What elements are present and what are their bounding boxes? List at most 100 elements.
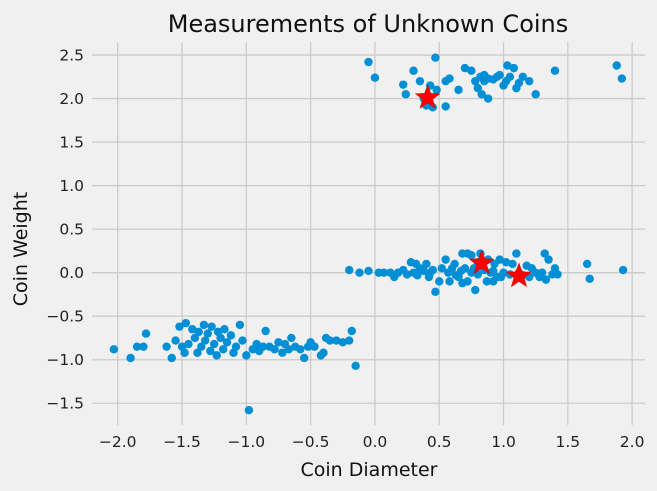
- x-axis-label: Coin Diameter: [301, 459, 438, 481]
- y-tick-label: −1.0: [46, 351, 84, 369]
- data-point: [332, 336, 341, 345]
- data-point: [132, 342, 142, 351]
- data-point: [319, 348, 328, 357]
- data-point: [203, 329, 212, 338]
- data-point: [509, 63, 519, 73]
- data-point: [167, 353, 176, 363]
- data-point: [370, 73, 380, 82]
- chart-title: Measurements of Unknown Coins: [168, 10, 569, 38]
- data-point: [431, 53, 440, 62]
- data-point: [207, 322, 216, 331]
- data-point: [460, 264, 470, 273]
- data-point: [399, 80, 408, 89]
- data-point: [218, 345, 228, 354]
- data-point: [437, 264, 447, 273]
- data-point: [541, 275, 551, 284]
- x-tick-label: −1.0: [228, 433, 266, 451]
- data-point: [432, 85, 441, 95]
- data-point: [612, 61, 621, 70]
- data-point: [514, 78, 524, 88]
- data-point: [585, 274, 594, 283]
- data-point: [489, 277, 498, 286]
- data-point: [235, 320, 245, 330]
- centroid-markers: [414, 83, 533, 288]
- data-point: [338, 338, 347, 347]
- data-point: [278, 348, 287, 357]
- data-point: [508, 259, 517, 269]
- data-point: [415, 76, 425, 86]
- data-point: [181, 318, 191, 328]
- data-point: [450, 259, 459, 269]
- data-point: [184, 339, 193, 349]
- data-point: [209, 339, 219, 349]
- data-point: [467, 251, 476, 260]
- data-point: [175, 322, 184, 331]
- data-point: [483, 94, 493, 103]
- data-point: [222, 338, 232, 347]
- y-tick-label: 0.5: [59, 221, 84, 239]
- data-point: [345, 336, 354, 345]
- data-point: [190, 333, 200, 343]
- data-point: [428, 265, 438, 275]
- y-tick-label: 1.5: [59, 134, 84, 152]
- data-point: [518, 72, 528, 82]
- x-tick-label: 0.5: [427, 433, 452, 451]
- centroid-star: [468, 249, 495, 275]
- y-tick-label: −1.5: [46, 395, 84, 413]
- data-point: [242, 351, 251, 360]
- data-point: [364, 57, 373, 67]
- data-point: [441, 102, 450, 111]
- data-point: [296, 345, 305, 354]
- data-point: [537, 268, 547, 277]
- data-point: [206, 346, 215, 356]
- data-point: [284, 345, 293, 354]
- data-point: [364, 266, 373, 276]
- data-point: [231, 342, 241, 351]
- data-point: [109, 345, 119, 354]
- data-point: [477, 90, 486, 99]
- x-tick-label: 1.5: [556, 433, 581, 451]
- data-point: [501, 258, 511, 267]
- data-point: [413, 271, 422, 280]
- data-point: [258, 342, 268, 351]
- data-point: [345, 265, 354, 275]
- data-point: [419, 266, 428, 276]
- data-point: [180, 348, 189, 357]
- x-tick-label: −1.5: [163, 433, 201, 451]
- data-point: [422, 259, 431, 269]
- data-point: [139, 342, 148, 351]
- data-point: [351, 361, 360, 371]
- data-point: [489, 266, 498, 276]
- data-point: [471, 285, 480, 295]
- data-point: [126, 353, 135, 363]
- data-point: [505, 72, 515, 82]
- data-point: [431, 287, 440, 297]
- data-point: [171, 336, 180, 345]
- data-point: [347, 326, 356, 336]
- data-point: [141, 329, 151, 338]
- data-point: [188, 325, 197, 334]
- data-point: [445, 74, 454, 83]
- data-point: [402, 270, 412, 279]
- data-point: [512, 249, 521, 258]
- x-tick-label: −0.5: [292, 433, 330, 451]
- data-point: [194, 327, 203, 337]
- data-point: [618, 265, 628, 275]
- data-point: [162, 342, 171, 351]
- data-point: [310, 342, 319, 351]
- data-point: [244, 406, 254, 415]
- centroid-star: [505, 262, 533, 288]
- data-point: [199, 320, 209, 330]
- data-point: [299, 353, 309, 363]
- y-tick-label: 2.5: [59, 47, 84, 65]
- y-axis-label: Coin Weight: [10, 192, 32, 306]
- data-point: [454, 85, 463, 95]
- data-point: [252, 339, 261, 349]
- x-tick-label: 0.0: [363, 433, 388, 451]
- centroid-star: [414, 83, 441, 109]
- data-point: [553, 270, 562, 279]
- data-point: [216, 333, 225, 343]
- data-point: [435, 277, 444, 286]
- y-tick-label: 1.0: [59, 177, 84, 195]
